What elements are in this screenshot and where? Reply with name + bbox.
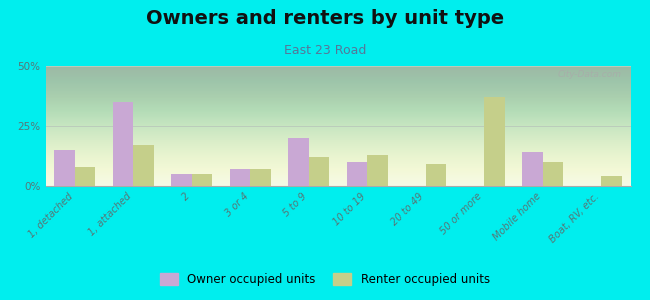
Text: East 23 Road: East 23 Road xyxy=(284,44,366,56)
Bar xyxy=(289,138,309,186)
Bar xyxy=(171,174,192,186)
Legend: Owner occupied units, Renter occupied units: Owner occupied units, Renter occupied un… xyxy=(155,268,495,291)
Bar xyxy=(426,164,446,186)
Bar xyxy=(309,157,329,186)
Bar xyxy=(133,145,153,186)
Bar xyxy=(230,169,250,186)
Bar xyxy=(347,162,367,186)
Bar xyxy=(250,169,271,186)
Bar xyxy=(113,102,133,186)
Bar xyxy=(601,176,621,186)
Bar xyxy=(75,167,95,186)
Text: City-Data.com: City-Data.com xyxy=(558,70,621,79)
Bar xyxy=(543,162,563,186)
Text: Owners and renters by unit type: Owners and renters by unit type xyxy=(146,9,504,28)
Bar xyxy=(55,150,75,186)
Bar xyxy=(367,155,387,186)
Bar xyxy=(523,152,543,186)
Bar xyxy=(484,97,504,186)
Bar xyxy=(192,174,212,186)
